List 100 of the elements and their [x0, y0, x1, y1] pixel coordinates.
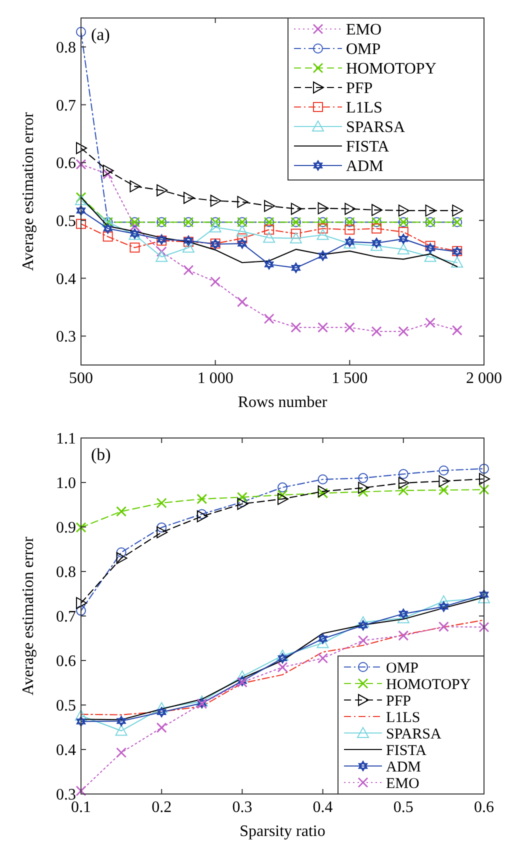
x-tick-label: 0.2 — [152, 799, 172, 816]
y-tick-label: 0.8 — [56, 564, 76, 582]
point — [398, 630, 409, 641]
point — [358, 635, 368, 646]
point — [277, 662, 288, 672]
legend-label: EMO — [346, 22, 382, 39]
point — [478, 592, 490, 604]
legend-label: SPARSA — [386, 726, 442, 742]
point — [277, 490, 288, 500]
point — [102, 164, 114, 177]
point — [344, 322, 355, 333]
point — [318, 474, 328, 484]
point — [452, 325, 462, 336]
y-tick-label: 0.9 — [56, 520, 76, 537]
point — [316, 637, 329, 648]
point — [318, 634, 328, 644]
point — [479, 472, 490, 485]
point — [156, 522, 167, 532]
point — [398, 485, 409, 496]
point — [103, 223, 112, 234]
point — [397, 612, 410, 624]
x-tick-label: 500 — [69, 370, 93, 387]
point — [102, 232, 113, 242]
point — [75, 710, 87, 721]
x-tick-label: 0.5 — [393, 799, 414, 816]
x-tick-label: 2 000 — [466, 370, 502, 387]
point — [425, 318, 436, 328]
point — [76, 218, 86, 229]
point — [210, 276, 221, 287]
point — [183, 192, 194, 204]
y-tick-label: 0.4 — [56, 742, 76, 760]
point — [290, 202, 302, 215]
point — [76, 26, 86, 37]
y-tick-label: 0.8 — [56, 40, 76, 57]
legend-label: L1LS — [386, 710, 420, 726]
point — [263, 232, 276, 243]
point — [398, 204, 410, 217]
y-tick-label: 0.5 — [56, 213, 76, 230]
annotation: (a) — [91, 25, 110, 44]
point — [290, 228, 301, 239]
y-axis-title: Average estimation error — [20, 111, 37, 271]
y-axis-title: Average estimation error — [20, 536, 37, 696]
point — [358, 473, 368, 484]
point — [116, 716, 126, 726]
point — [156, 722, 167, 733]
point — [290, 232, 302, 244]
legend-label: L1LS — [346, 100, 382, 117]
point — [438, 475, 450, 488]
point — [156, 702, 168, 714]
point — [157, 706, 166, 718]
point — [358, 482, 370, 494]
legend-label: FISTA — [346, 138, 390, 156]
point — [76, 597, 87, 610]
y-tick-label: 0.7 — [56, 97, 76, 114]
point — [290, 322, 302, 333]
point — [236, 225, 248, 236]
point — [130, 180, 141, 192]
point — [236, 492, 248, 502]
point — [438, 621, 449, 632]
x-tick-label: 0.4 — [312, 799, 333, 816]
point — [75, 194, 87, 206]
point — [238, 238, 247, 249]
point — [276, 650, 288, 661]
point — [116, 506, 127, 517]
point — [237, 498, 248, 510]
point — [452, 204, 464, 217]
point — [358, 486, 368, 498]
point — [397, 243, 410, 254]
point — [237, 196, 248, 208]
point — [76, 205, 86, 216]
point — [278, 492, 288, 505]
point — [236, 296, 248, 308]
point — [344, 224, 355, 235]
point — [210, 194, 222, 207]
x-tick-label: 0.3 — [232, 799, 252, 816]
point — [76, 606, 86, 616]
point — [156, 184, 168, 196]
x-tick-label: 0.1 — [71, 799, 91, 816]
point — [264, 313, 274, 324]
point — [264, 224, 274, 235]
legend-label: HOMOTOPY — [346, 60, 437, 78]
point — [264, 200, 276, 212]
point — [209, 221, 222, 232]
y-tick-label: 0.5 — [56, 698, 76, 715]
point — [318, 488, 328, 498]
point — [426, 243, 435, 254]
y-tick-label: 1.1 — [56, 430, 76, 448]
point — [451, 256, 464, 268]
point — [318, 202, 329, 214]
point — [129, 220, 140, 232]
point — [156, 498, 167, 508]
legend-label: ADM — [346, 158, 384, 176]
point — [438, 484, 449, 496]
point — [76, 192, 86, 203]
x-tick-label: 1 000 — [197, 370, 234, 387]
point — [372, 224, 382, 234]
point — [278, 653, 288, 664]
point — [424, 250, 436, 262]
legend-label: SPARSA — [346, 119, 406, 136]
point — [76, 142, 87, 154]
